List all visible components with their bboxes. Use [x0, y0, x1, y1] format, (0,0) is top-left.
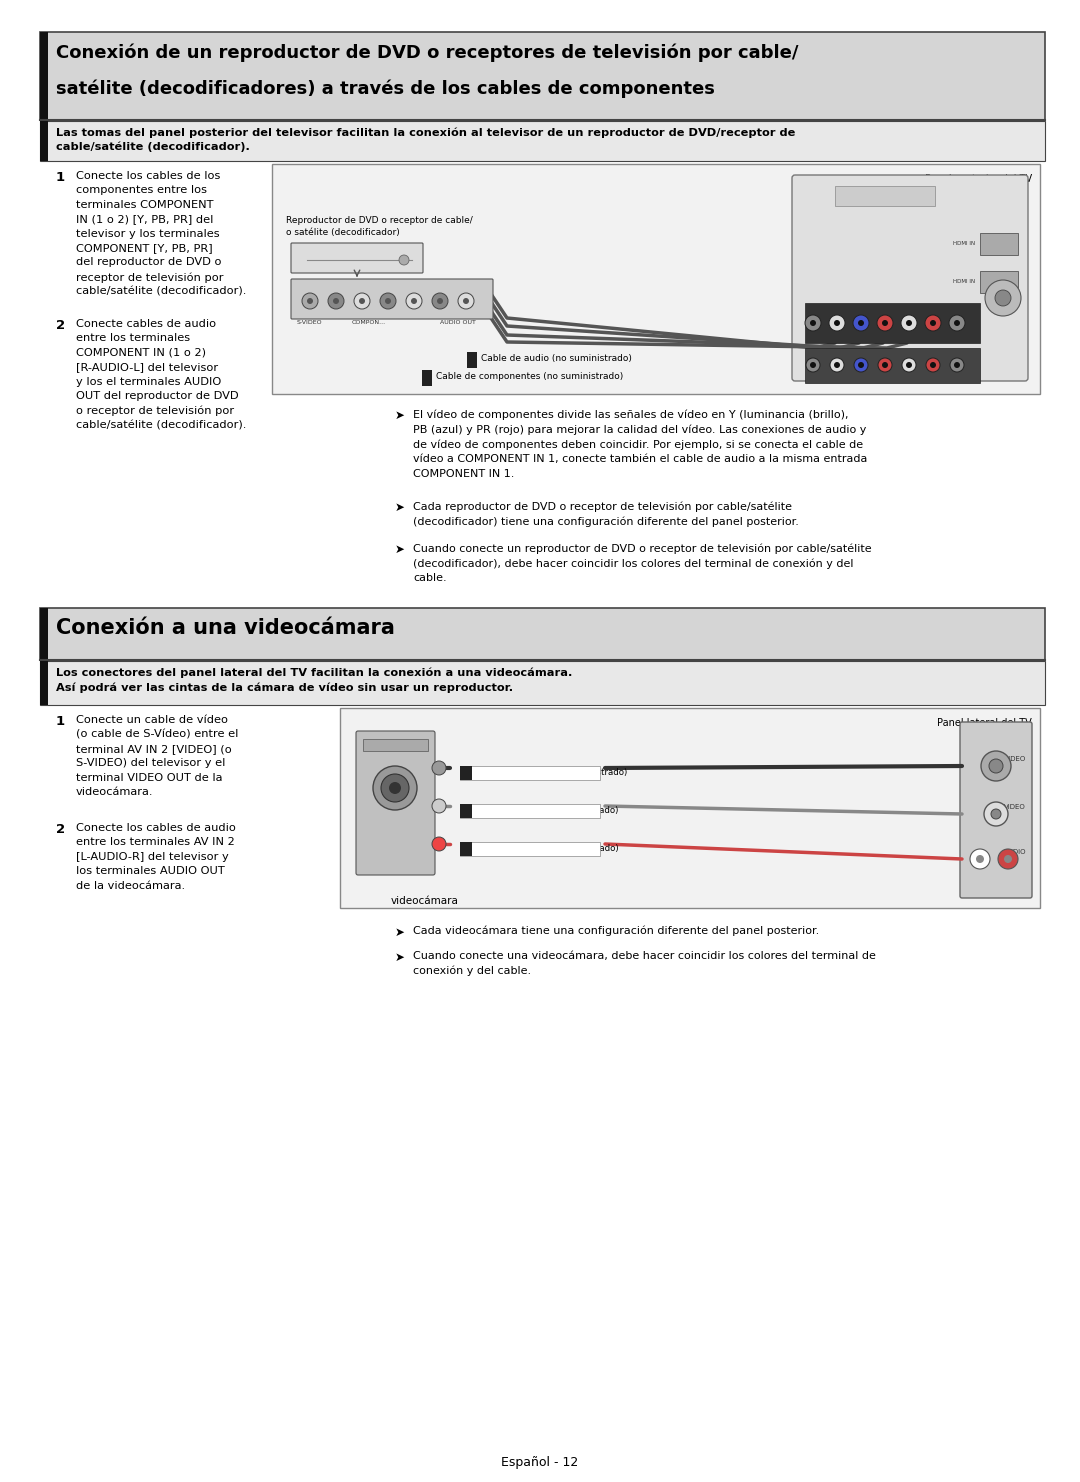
Text: Conexión de un reproductor de DVD o receptores de televisión por cable/: Conexión de un reproductor de DVD o rece…	[56, 44, 798, 62]
Circle shape	[406, 293, 422, 310]
Circle shape	[854, 359, 868, 372]
Bar	[460, 842, 472, 857]
Text: ➤: ➤	[395, 409, 405, 422]
Circle shape	[381, 774, 409, 802]
Circle shape	[989, 759, 1003, 774]
Bar	[805, 348, 980, 382]
Text: 1: 1	[56, 714, 65, 728]
FancyBboxPatch shape	[291, 279, 492, 319]
Text: Cable de componentes (no suministrado): Cable de componentes (no suministrado)	[436, 372, 623, 381]
Circle shape	[810, 320, 816, 326]
Circle shape	[882, 320, 888, 326]
Text: satélite (decodificadores) a través de los cables de componentes: satélite (decodificadores) a través de l…	[56, 80, 715, 98]
Text: Conecte cables de audio
entre los terminales
COMPONENT IN (1 o 2)
[R-AUDIO-L] de: Conecte cables de audio entre los termin…	[76, 319, 246, 431]
Text: COMPON...: COMPON...	[352, 320, 387, 325]
Text: ➤: ➤	[395, 926, 405, 940]
Bar	[40, 661, 48, 705]
Circle shape	[834, 362, 840, 368]
Text: HDMI IN: HDMI IN	[953, 242, 975, 246]
Circle shape	[877, 316, 893, 330]
Circle shape	[878, 359, 892, 372]
Text: Panel lateral del TV: Panel lateral del TV	[937, 717, 1032, 728]
Bar	[40, 33, 48, 120]
Bar	[40, 661, 1045, 705]
Circle shape	[954, 362, 960, 368]
Circle shape	[906, 320, 912, 326]
Circle shape	[926, 359, 940, 372]
Text: 2: 2	[56, 823, 65, 836]
Text: Cable de audio (no suministrado): Cable de audio (no suministrado)	[481, 354, 632, 363]
Text: 1: 1	[463, 768, 469, 777]
Text: Conecte los cables de los
componentes entre los
terminales COMPONENT
IN (1 o 2) : Conecte los cables de los componentes en…	[76, 170, 246, 296]
Circle shape	[858, 320, 864, 326]
Text: Cuando conecte una videocámara, debe hacer coincidir los colores del terminal de: Cuando conecte una videocámara, debe hac…	[413, 951, 876, 977]
Bar	[340, 708, 1040, 908]
Circle shape	[902, 359, 916, 372]
Text: 2: 2	[56, 319, 65, 332]
Text: 1: 1	[56, 170, 65, 184]
Text: Español - 12: Español - 12	[501, 1455, 579, 1469]
Circle shape	[307, 298, 313, 304]
Circle shape	[1004, 855, 1012, 863]
Text: Conexión a una videocámara: Conexión a una videocámara	[56, 618, 395, 637]
Circle shape	[399, 255, 409, 265]
Circle shape	[901, 316, 917, 330]
Circle shape	[806, 359, 820, 372]
Circle shape	[432, 293, 448, 310]
Bar	[460, 766, 472, 780]
Circle shape	[437, 298, 443, 304]
Circle shape	[984, 802, 1008, 825]
Circle shape	[998, 849, 1018, 868]
Circle shape	[359, 298, 365, 304]
Text: ➤: ➤	[395, 542, 405, 556]
Text: ➤: ➤	[395, 501, 405, 514]
Circle shape	[970, 849, 990, 868]
Bar	[40, 608, 48, 659]
Bar	[467, 353, 477, 368]
Circle shape	[930, 362, 936, 368]
Bar	[460, 842, 600, 857]
Text: S-VIDEO: S-VIDEO	[998, 756, 1026, 762]
Bar	[40, 608, 1045, 659]
Circle shape	[924, 316, 941, 330]
Circle shape	[853, 316, 869, 330]
Bar	[980, 271, 1018, 293]
Text: Cada videocámara tiene una configuración diferente del panel posterior.: Cada videocámara tiene una configuración…	[413, 926, 820, 937]
Text: Conecte los cables de audio
entre los terminales AV IN 2
[L-AUDIO-R] del televis: Conecte los cables de audio entre los te…	[76, 823, 235, 891]
Bar	[272, 165, 1040, 394]
Bar	[40, 122, 48, 162]
Circle shape	[373, 766, 417, 811]
Text: 2: 2	[469, 354, 475, 363]
Bar	[363, 740, 428, 751]
Text: S-VIDEO: S-VIDEO	[297, 320, 323, 325]
Circle shape	[985, 280, 1021, 316]
Circle shape	[995, 290, 1011, 305]
Bar	[40, 122, 1045, 162]
Circle shape	[458, 293, 474, 310]
Text: Los conectores del panel lateral del TV facilitan la conexión a una videocámara.: Los conectores del panel lateral del TV …	[56, 667, 572, 692]
Circle shape	[380, 293, 396, 310]
Text: Panel posterior del TV: Panel posterior del TV	[924, 173, 1032, 184]
Text: AUDIO: AUDIO	[846, 200, 864, 205]
Circle shape	[954, 320, 960, 326]
Circle shape	[411, 298, 417, 304]
Text: Reproductor de DVD o receptor de cable/
o satélite (decodificador): Reproductor de DVD o receptor de cable/ …	[286, 216, 473, 237]
Text: PC IN: PC IN	[877, 196, 893, 202]
Text: videocámara: videocámara	[391, 897, 459, 906]
Bar	[980, 233, 1018, 255]
Circle shape	[834, 320, 840, 326]
FancyBboxPatch shape	[792, 175, 1028, 381]
Circle shape	[432, 837, 446, 851]
Bar	[835, 187, 935, 206]
Circle shape	[432, 799, 446, 814]
Bar	[460, 805, 472, 818]
FancyBboxPatch shape	[291, 243, 423, 273]
Circle shape	[930, 320, 936, 326]
Circle shape	[831, 359, 843, 372]
Circle shape	[333, 298, 339, 304]
Circle shape	[463, 298, 469, 304]
Text: Conecte un cable de vídeo
(o cable de S-Vídeo) entre el
terminal AV IN 2 [VIDEO]: Conecte un cable de vídeo (o cable de S-…	[76, 714, 239, 797]
Text: VIDEO: VIDEO	[1004, 805, 1026, 811]
Bar	[422, 370, 432, 385]
Circle shape	[389, 782, 401, 794]
